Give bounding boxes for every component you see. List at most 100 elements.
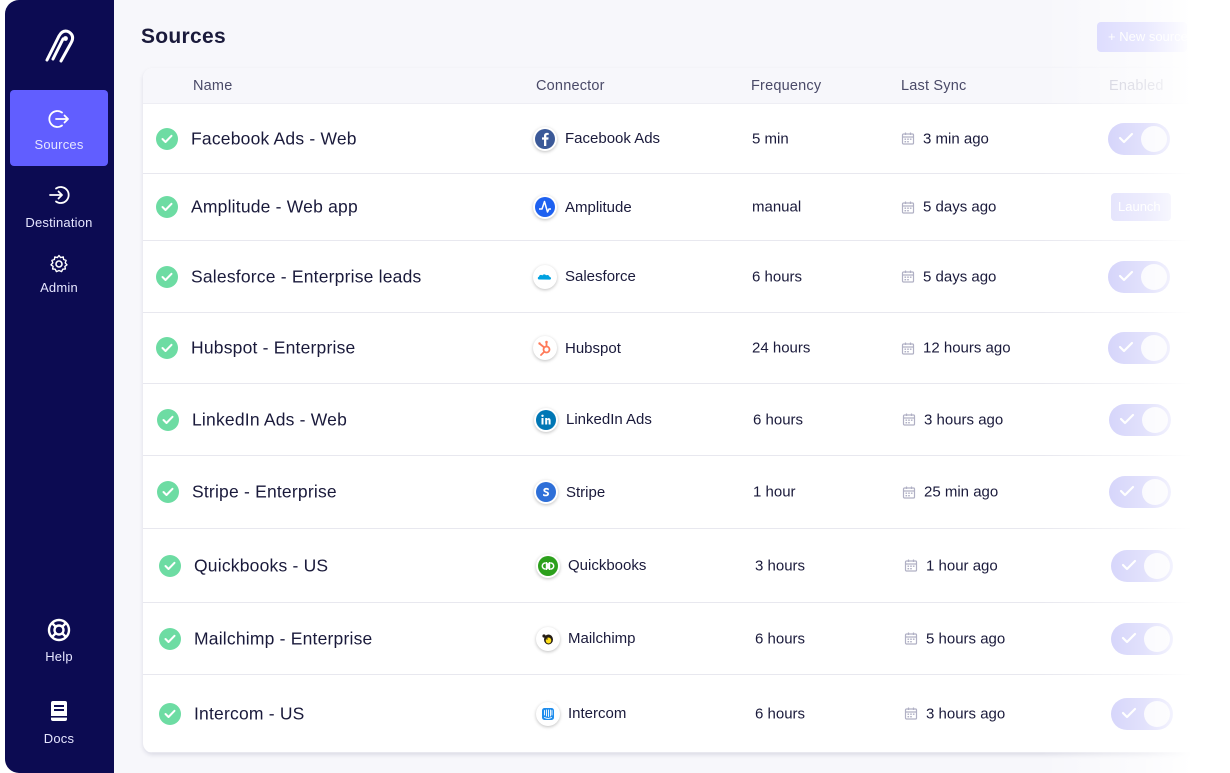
salesforce-logo-icon: [533, 264, 557, 289]
airbyte-logo-icon[interactable]: [39, 26, 79, 66]
connector-cell: LinkedIn Ads: [534, 407, 652, 432]
table-row[interactable]: Hubspot - Enterprise Hubspot 24 hours 12…: [143, 313, 1203, 384]
calendar-icon: [901, 270, 915, 284]
sidebar-item-help[interactable]: Help: [10, 614, 108, 690]
source-name[interactable]: Hubspot - Enterprise: [191, 337, 356, 358]
last-sync-cell: 5 hours ago: [904, 630, 1005, 647]
enabled-toggle[interactable]: [1108, 122, 1170, 155]
column-header-last-sync[interactable]: Last Sync: [901, 78, 967, 94]
sources-icon: [48, 110, 69, 128]
table-row[interactable]: Facebook Ads - Web Facebook Ads 5 min 3 …: [143, 104, 1203, 174]
connector-name: Amplitude: [565, 198, 632, 216]
table-row[interactable]: Intercom - US Intercom 6 hours 3 hours a…: [143, 675, 1203, 753]
calendar-icon: [901, 132, 915, 146]
source-name[interactable]: Salesforce - Enterprise leads: [191, 266, 422, 286]
source-name[interactable]: Stripe - Enterprise: [192, 481, 337, 502]
sidebar-item-sources[interactable]: Sources: [10, 90, 108, 166]
table-row[interactable]: Stripe - Enterprise Stripe 1 hour 25 min…: [143, 456, 1203, 529]
facebook-ads-logo-icon: [533, 126, 557, 151]
last-sync-cell: 25 min ago: [902, 484, 998, 501]
connector-cell: Mailchimp: [536, 626, 636, 651]
toggle-knob: [1144, 552, 1170, 579]
connector-cell: Facebook Ads: [533, 126, 661, 151]
column-header-connector[interactable]: Connector: [536, 78, 605, 94]
connector-cell: Stripe: [534, 480, 605, 504]
last-sync-value: 3 min ago: [923, 130, 989, 147]
calendar-icon: [904, 559, 918, 573]
sidebar-item-admin[interactable]: Admin: [10, 248, 108, 324]
last-sync-cell: 3 min ago: [901, 130, 989, 147]
source-name[interactable]: Facebook Ads - Web: [191, 128, 357, 148]
last-sync-value: 12 hours ago: [923, 339, 1011, 357]
enabled-toggle[interactable]: [1108, 260, 1170, 293]
connector-name: Quickbooks: [568, 557, 647, 574]
enabled-toggle[interactable]: [1111, 549, 1173, 582]
table-header: Name Connector Frequency Last Sync Enabl…: [143, 68, 1203, 104]
linkedin-ads-logo-icon: [534, 407, 558, 432]
success-status-icon: [159, 702, 181, 725]
toggle-knob: [1142, 479, 1168, 505]
sidebar-item-label: Docs: [43, 731, 75, 746]
last-sync-cell: 3 hours ago: [904, 705, 1005, 722]
last-sync-cell: 5 days ago: [901, 268, 996, 285]
connector-name: LinkedIn Ads: [566, 411, 652, 428]
enabled-toggle[interactable]: [1109, 403, 1171, 436]
table-row[interactable]: Salesforce - Enterprise leads Salesforce…: [143, 241, 1203, 313]
success-status-icon: [156, 127, 178, 150]
source-name[interactable]: Quickbooks - US: [194, 555, 329, 575]
table-row[interactable]: Amplitude - Web app Amplitude manual 5 d…: [143, 174, 1203, 241]
table-row[interactable]: Mailchimp - Enterprise Mailchimp 6 hours…: [143, 603, 1203, 675]
frequency-value: manual: [752, 198, 802, 216]
success-status-icon: [159, 627, 181, 650]
last-sync-value: 5 hours ago: [926, 630, 1006, 647]
toggle-knob: [1141, 263, 1167, 290]
table-row[interactable]: Quickbooks - US Quickbooks 3 hours 1 hou…: [143, 529, 1203, 603]
connector-name: Salesforce: [565, 268, 636, 285]
new-source-button[interactable]: + New source: [1097, 22, 1187, 52]
lifebuoy-icon: [47, 618, 71, 642]
launch-button[interactable]: Launch: [1111, 193, 1171, 221]
toggle-knob: [1144, 625, 1170, 652]
column-header-frequency[interactable]: Frequency: [751, 78, 822, 94]
sidebar-item-label: Admin: [40, 280, 78, 295]
enabled-toggle[interactable]: [1111, 697, 1173, 730]
sidebar: Sources Destination Admin Help Docs: [5, 0, 114, 773]
connector-cell: Hubspot: [533, 336, 621, 360]
source-name[interactable]: LinkedIn Ads - Web: [192, 409, 348, 429]
success-status-icon: [156, 265, 178, 288]
success-status-icon: [156, 196, 178, 218]
enabled-toggle[interactable]: [1108, 332, 1170, 364]
frequency-value: 6 hours: [752, 268, 803, 285]
sources-table: Name Connector Frequency Last Sync Enabl…: [143, 68, 1203, 753]
connector-name: Facebook Ads: [565, 130, 661, 147]
sidebar-item-label: Help: [45, 649, 73, 664]
connector-name: Mailchimp: [568, 630, 636, 647]
enabled-toggle[interactable]: [1109, 476, 1171, 508]
last-sync-value: 3 hours ago: [926, 705, 1006, 722]
enabled-toggle[interactable]: [1111, 622, 1173, 655]
frequency-value: 5 min: [752, 130, 789, 147]
destination-icon: [49, 186, 70, 204]
toggle-knob: [1144, 700, 1170, 727]
calendar-icon: [902, 485, 916, 499]
last-sync-cell: 3 hours ago: [902, 411, 1003, 428]
calendar-icon: [901, 200, 915, 214]
mailchimp-logo-icon: [536, 626, 560, 651]
last-sync-cell: 1 hour ago: [904, 557, 998, 574]
frequency-value: 1 hour: [753, 483, 796, 501]
source-name[interactable]: Amplitude - Web app: [191, 196, 358, 217]
page-title: Sources: [141, 25, 226, 48]
stripe-logo-icon: [534, 480, 558, 504]
toggle-knob: [1142, 406, 1168, 433]
sidebar-item-destination[interactable]: Destination: [10, 180, 108, 256]
column-header-name[interactable]: Name: [193, 78, 233, 94]
source-name[interactable]: Mailchimp - Enterprise: [194, 628, 373, 648]
last-sync-cell: 5 days ago: [901, 199, 996, 216]
calendar-icon: [901, 341, 915, 355]
last-sync-value: 5 days ago: [923, 268, 997, 285]
table-row[interactable]: LinkedIn Ads - Web LinkedIn Ads 6 hours …: [143, 384, 1203, 456]
frequency-value: 6 hours: [755, 705, 806, 722]
toggle-knob: [1141, 335, 1167, 361]
source-name[interactable]: Intercom - US: [194, 703, 305, 723]
sidebar-item-docs[interactable]: Docs: [10, 696, 108, 772]
